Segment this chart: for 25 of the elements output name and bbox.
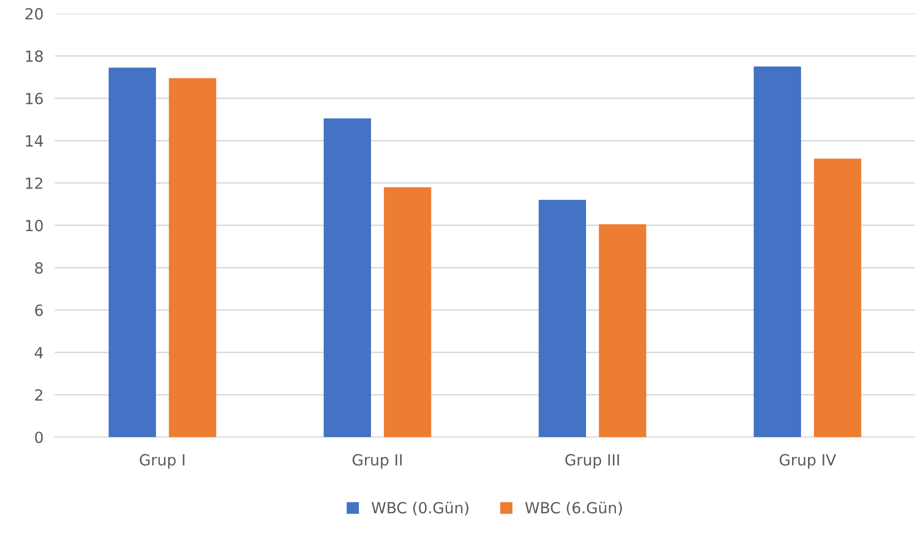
y-tick-label: 0 [35, 432, 43, 444]
legend-label: WBC (0.Gün) [372, 502, 468, 516]
x-tick-label: Grup I [140, 454, 184, 469]
y-tick-label: 10 [26, 220, 43, 232]
bar [598, 224, 646, 438]
y-tick-label: 4 [34, 347, 43, 358]
y-tick-label: 2 [35, 389, 42, 401]
bar [814, 158, 862, 438]
y-tick-label: 12 [26, 177, 42, 189]
legend-label: WBC (6.Gün) [525, 502, 622, 516]
y-tick-label: 6 [35, 304, 43, 316]
bar [754, 66, 802, 438]
x-tick-label: Grup II [352, 454, 402, 469]
bar [538, 200, 586, 438]
x-tick-label: Grup IV [780, 454, 836, 469]
y-tick-label: 18 [26, 50, 43, 62]
bar [168, 78, 216, 438]
x-tick-label: Grup III [565, 454, 619, 469]
y-tick-label: 14 [26, 135, 43, 146]
y-tick-label: 16 [26, 92, 43, 104]
bar [324, 118, 371, 438]
y-tick-label: 20 [25, 8, 43, 20]
y-tick-label: 8 [35, 262, 43, 274]
bar [108, 68, 156, 438]
bar [384, 187, 432, 438]
